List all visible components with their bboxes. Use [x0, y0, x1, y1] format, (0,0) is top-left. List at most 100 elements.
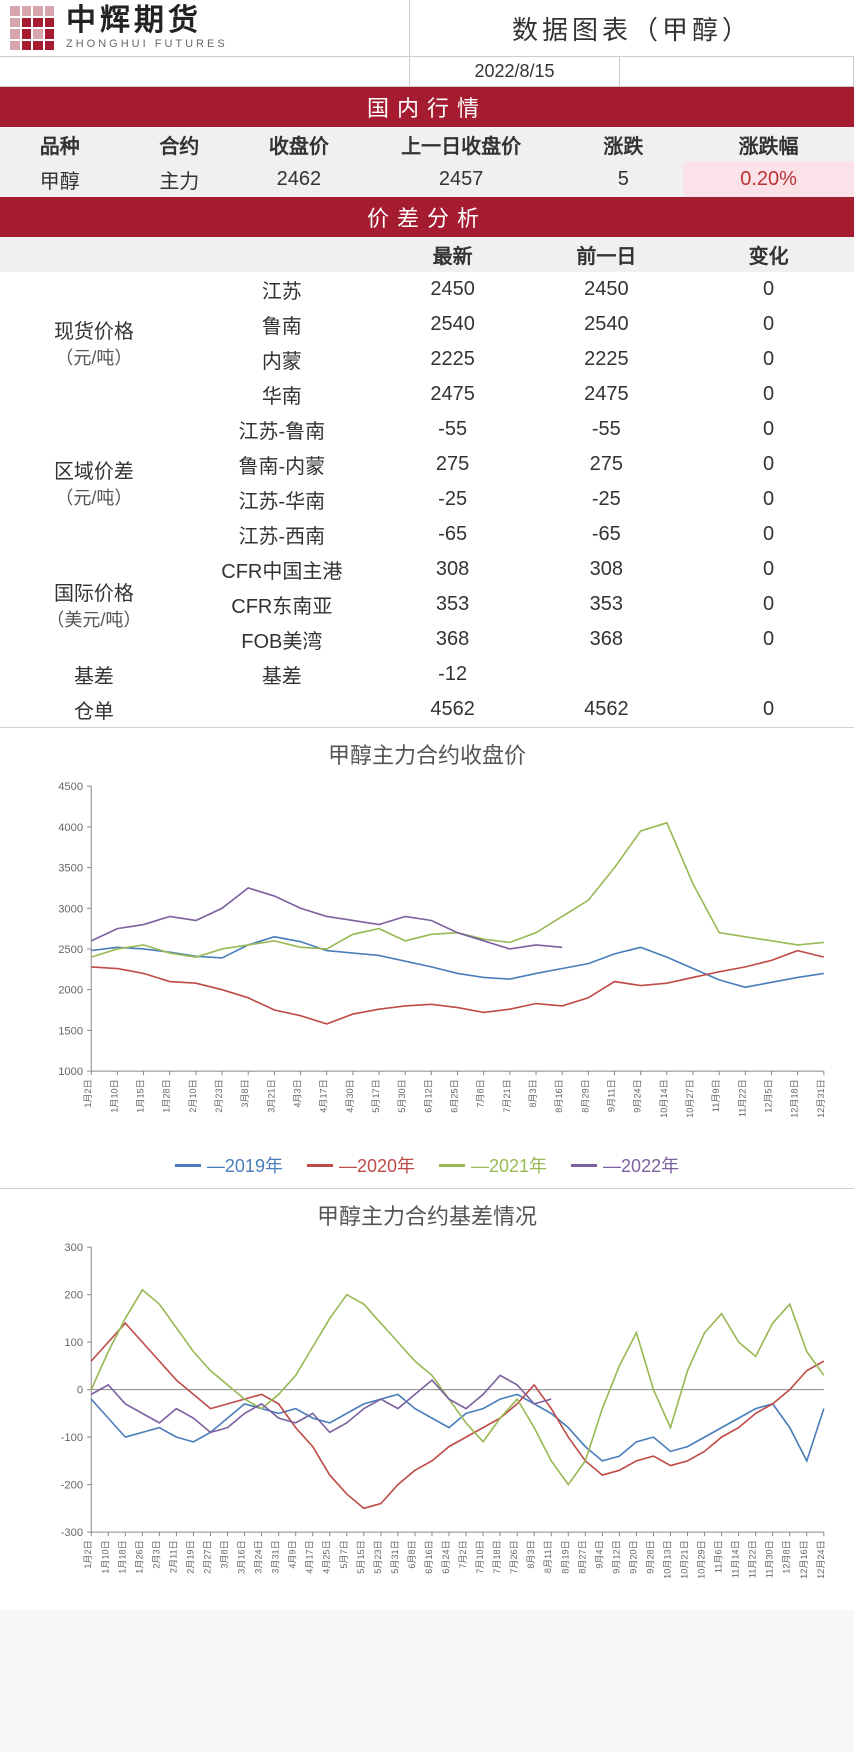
svg-text:6月8日: 6月8日: [407, 1541, 417, 1569]
svg-text:0: 0: [77, 1385, 83, 1397]
table-row: 基差基差-12: [0, 657, 854, 692]
cell-latest: -55: [376, 412, 530, 447]
cell-chg: 0: [683, 552, 854, 587]
cell-chg: 5: [564, 162, 684, 197]
svg-text:12月16日: 12月16日: [799, 1541, 809, 1580]
cell-prev: -25: [529, 482, 683, 517]
legend-label: —2022年: [603, 1152, 679, 1178]
cell-name: 基差: [188, 657, 376, 692]
cell-name: CFR东南亚: [188, 587, 376, 622]
svg-text:12月8日: 12月8日: [782, 1541, 792, 1575]
domestic-row: 甲醇 主力 2462 2457 5 0.20%: [0, 162, 854, 197]
cell-name: 内蒙: [188, 342, 376, 377]
svg-text:6月25日: 6月25日: [450, 1079, 460, 1113]
th-prev: 上一日收盘价: [359, 127, 564, 162]
svg-text:1月10日: 1月10日: [109, 1079, 119, 1113]
logo-icon: [10, 6, 54, 50]
svg-text:4月17日: 4月17日: [319, 1079, 329, 1113]
svg-text:9月28日: 9月28日: [645, 1541, 655, 1575]
cell-latest: 353: [376, 587, 530, 622]
cell-chg: [683, 657, 854, 692]
svg-text:300: 300: [64, 1243, 83, 1255]
svg-text:6月16日: 6月16日: [424, 1541, 434, 1575]
svg-text:2500: 2500: [58, 944, 83, 956]
svg-text:2月23日: 2月23日: [214, 1079, 224, 1113]
cell-chg: 0: [683, 272, 854, 307]
legend-label: —2021年: [471, 1152, 547, 1178]
svg-text:1月18日: 1月18日: [117, 1541, 127, 1575]
svg-text:4月30日: 4月30日: [345, 1079, 355, 1113]
svg-text:2月3日: 2月3日: [151, 1541, 161, 1569]
svg-text:9月12日: 9月12日: [611, 1541, 621, 1575]
table-row: 现货价格（元/吨）江苏245024500: [0, 272, 854, 307]
svg-text:2月11日: 2月11日: [168, 1541, 178, 1574]
svg-text:1月15日: 1月15日: [136, 1079, 146, 1113]
svg-text:4月17日: 4月17日: [305, 1541, 315, 1575]
sh-1: [188, 237, 376, 272]
svg-text:7月26日: 7月26日: [509, 1541, 519, 1575]
cell-name: CFR中国主港: [188, 552, 376, 587]
cell-prev: 308: [529, 552, 683, 587]
th-chgpct: 涨跌幅: [683, 127, 854, 162]
svg-text:11月6日: 11月6日: [714, 1541, 724, 1574]
svg-text:5月31日: 5月31日: [390, 1541, 400, 1575]
logo-cell: 中辉期货 ZHONGHUI FUTURES: [0, 0, 410, 56]
chart2-wrap: 甲醇主力合约基差情况 -300-200-10001002003001月2日1月1…: [0, 1188, 854, 1609]
svg-text:3000: 3000: [58, 903, 83, 915]
svg-text:1月10日: 1月10日: [100, 1541, 110, 1575]
svg-text:4月3日: 4月3日: [293, 1079, 303, 1107]
cell-prev: 275: [529, 447, 683, 482]
svg-text:11月22日: 11月22日: [748, 1541, 758, 1579]
cell-latest: 308: [376, 552, 530, 587]
svg-text:2月27日: 2月27日: [202, 1541, 212, 1575]
svg-text:6月12日: 6月12日: [423, 1079, 433, 1113]
svg-text:1500: 1500: [58, 1025, 83, 1037]
svg-text:9月20日: 9月20日: [628, 1541, 638, 1575]
svg-text:6月24日: 6月24日: [441, 1541, 451, 1575]
svg-text:7月10日: 7月10日: [475, 1541, 485, 1575]
cell-latest: 368: [376, 622, 530, 657]
legend-swatch: [307, 1164, 333, 1167]
svg-text:10月14日: 10月14日: [659, 1079, 669, 1118]
legend-swatch: [439, 1164, 465, 1167]
th-variety: 品种: [0, 127, 120, 162]
svg-text:-100: -100: [61, 1432, 83, 1444]
svg-text:8月16日: 8月16日: [554, 1079, 564, 1113]
svg-text:8月19日: 8月19日: [560, 1541, 570, 1575]
cell-latest: -12: [376, 657, 530, 692]
domestic-table: 品种 合约 收盘价 上一日收盘价 涨跌 涨跌幅 甲醇 主力 2462 2457 …: [0, 127, 854, 197]
svg-text:1月2日: 1月2日: [83, 1541, 93, 1569]
cell-chg: 0: [683, 342, 854, 377]
chart1-wrap: 甲醇主力合约收盘价 100015002000250030003500400045…: [0, 727, 854, 1188]
svg-text:3月21日: 3月21日: [266, 1079, 276, 1113]
group-label: 现货价格（元/吨）: [0, 272, 188, 412]
th-close: 收盘价: [239, 127, 359, 162]
svg-text:3月8日: 3月8日: [240, 1079, 250, 1107]
legend-swatch: [571, 1164, 597, 1167]
cell-chg: 0: [683, 587, 854, 622]
chart1: 100015002000250030003500400045001月2日1月10…: [20, 776, 834, 1142]
sh-2: 最新: [376, 237, 530, 272]
svg-text:7月18日: 7月18日: [492, 1541, 502, 1575]
svg-text:5月30日: 5月30日: [397, 1079, 407, 1113]
svg-text:1月28日: 1月28日: [162, 1079, 172, 1113]
section-domestic-title: 国内行情: [0, 87, 854, 127]
svg-text:8月11日: 8月11日: [543, 1541, 553, 1574]
table-row: 区域价差（元/吨）江苏-鲁南-55-550: [0, 412, 854, 447]
svg-text:8月29日: 8月29日: [580, 1079, 590, 1113]
legend-item: —2021年: [439, 1152, 547, 1178]
th-chg: 涨跌: [564, 127, 684, 162]
logo-cn: 中辉期货: [66, 6, 228, 36]
svg-text:4月25日: 4月25日: [322, 1541, 332, 1575]
svg-text:7月2日: 7月2日: [458, 1541, 468, 1569]
cell-name: 鲁南: [188, 307, 376, 342]
cell-prev: 2540: [529, 307, 683, 342]
sh-0: [0, 237, 188, 272]
svg-text:8月3日: 8月3日: [526, 1541, 536, 1569]
svg-text:5月23日: 5月23日: [373, 1541, 383, 1575]
legend-label: —2019年: [207, 1152, 283, 1178]
cell-name: 江苏-西南: [188, 517, 376, 552]
svg-text:3月16日: 3月16日: [237, 1541, 247, 1575]
cell-variety: 甲醇: [0, 162, 120, 197]
cell-latest: 4562: [376, 692, 530, 727]
